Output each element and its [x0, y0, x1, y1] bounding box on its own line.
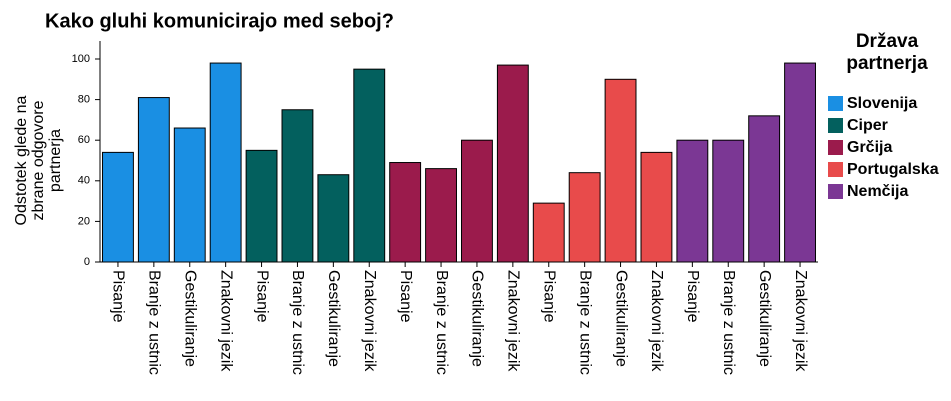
bar	[461, 139, 493, 263]
legend-label: Ciper	[847, 117, 888, 134]
x-tick-label: Gestikuliranje	[612, 270, 629, 367]
x-tick-label: Znakovni jezik	[505, 270, 522, 372]
bar	[173, 127, 206, 263]
bar	[245, 149, 278, 263]
x-tick-label: Branje z ustnic	[289, 270, 306, 375]
y-tick-label: 60	[78, 134, 90, 146]
x-tick-label: Gestikuliranje	[182, 270, 199, 367]
bar	[317, 174, 350, 263]
bar	[640, 151, 673, 263]
y-tick-label: 0	[84, 256, 90, 268]
legend-label: Slovenija	[847, 95, 917, 112]
legend-swatch	[828, 118, 843, 133]
y-axis-label: partnerja	[47, 129, 64, 192]
bar	[568, 172, 601, 263]
x-tick-label: Branje z ustnic	[576, 270, 593, 375]
x-tick-label: Branje z ustnic	[146, 270, 163, 375]
legend-swatch	[828, 140, 843, 155]
legend-label: Nemčija	[847, 183, 908, 200]
legend-label: Portugalska	[847, 161, 939, 178]
legend-title: partnerja	[846, 53, 928, 74]
bar	[532, 202, 565, 263]
legend-title: Država	[856, 31, 919, 52]
x-tick-label: Pisanje	[684, 270, 701, 323]
x-tick-label: Znakovni jezik	[648, 270, 665, 372]
x-tick-label: Gestikuliranje	[756, 270, 773, 367]
x-tick-label: Pisanje	[110, 270, 127, 323]
y-axis-label: Odstotek glede na	[13, 95, 30, 225]
bar	[102, 151, 134, 263]
y-axis-label: zbrane odgovore	[30, 100, 47, 220]
bar	[353, 68, 386, 263]
bar	[209, 62, 242, 263]
bar	[281, 109, 314, 263]
bar	[712, 139, 745, 263]
bar	[784, 62, 816, 263]
x-tick-label: Gestikuliranje	[469, 270, 486, 367]
y-tick-label: 40	[78, 175, 90, 187]
x-tick-label: Branje z ustnic	[720, 270, 737, 375]
bar	[389, 162, 422, 263]
legend-swatch	[828, 184, 843, 199]
bar	[748, 115, 781, 263]
y-tick-label: 20	[78, 215, 90, 227]
chart-title: Kako gluhi komunicirajo med seboj?	[45, 10, 394, 32]
x-tick-label: Branje z ustnic	[433, 270, 450, 375]
legend-label: Grčija	[847, 139, 892, 156]
x-tick-label: Znakovni jezik	[217, 270, 234, 372]
bar	[137, 97, 170, 263]
bar	[676, 139, 709, 263]
legend-swatch	[828, 162, 843, 177]
x-tick-label: Pisanje	[397, 270, 414, 323]
y-tick-label: 80	[78, 94, 90, 106]
x-tick-label: Gestikuliranje	[325, 270, 342, 367]
bar	[496, 64, 529, 263]
x-tick-label: Pisanje	[253, 270, 270, 323]
legend-swatch	[828, 96, 843, 111]
y-tick-label: 100	[72, 53, 90, 65]
bar	[604, 78, 637, 263]
x-tick-label: Znakovni jezik	[792, 270, 809, 372]
x-tick-label: Znakovni jezik	[361, 270, 378, 372]
bar	[425, 168, 457, 263]
x-tick-label: Pisanje	[541, 270, 558, 323]
